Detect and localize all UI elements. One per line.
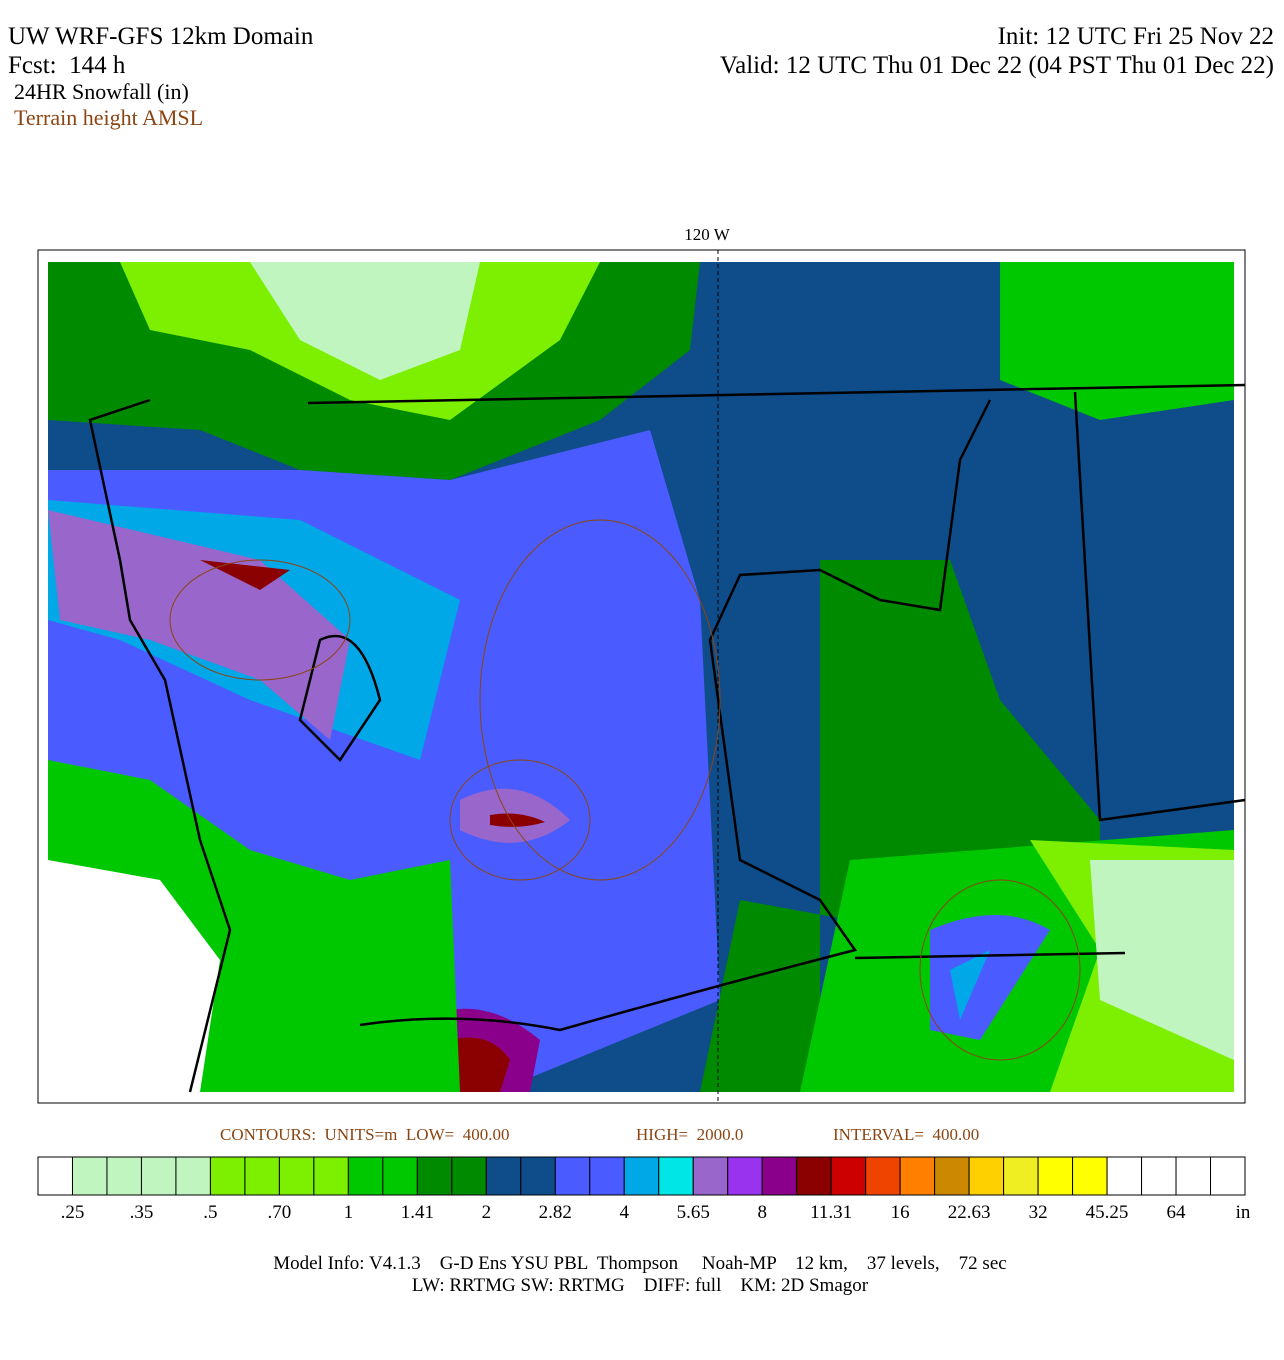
color-swatch (313, 1156, 349, 1196)
color-swatch (830, 1156, 867, 1196)
color-swatch (1003, 1156, 1039, 1196)
colorbar-label: 1.41 (401, 1202, 434, 1223)
color-swatch (382, 1156, 418, 1196)
colorbar-label: .5 (203, 1202, 217, 1223)
colorbar-label: 4 (620, 1202, 630, 1223)
color-swatch (416, 1156, 453, 1196)
colorbar-unit: in (1236, 1202, 1251, 1223)
colorbar-label: .35 (130, 1202, 154, 1223)
model-info: Model Info: V4.1.3 G-D Ens YSU PBL Thomp… (273, 1253, 1006, 1274)
map (37, 249, 1246, 1104)
color-swatch (623, 1156, 660, 1196)
color-swatch (520, 1156, 556, 1196)
color-swatch (1072, 1156, 1108, 1196)
color-swatch (658, 1156, 694, 1196)
color-swatch (1175, 1156, 1212, 1196)
color-swatch (71, 1156, 108, 1196)
color-swatch (934, 1156, 970, 1196)
contours-units: CONTOURS: UNITS=m LOW= 400.00 (220, 1125, 509, 1144)
color-swatch (37, 1156, 73, 1196)
contours-high: HIGH= 2000.0 (636, 1125, 743, 1144)
color-swatch (1141, 1156, 1177, 1196)
color-swatch (796, 1156, 832, 1196)
color-swatch (175, 1156, 211, 1196)
color-swatch (244, 1156, 280, 1196)
color-swatch (865, 1156, 901, 1196)
color-swatch (761, 1156, 798, 1196)
color-swatch (692, 1156, 729, 1196)
colorbar-label: .25 (61, 1202, 85, 1223)
colorbar-label: 11.31 (810, 1202, 852, 1223)
color-swatch (1210, 1156, 1246, 1196)
model-info: LW: RRTMG SW: RRTMG DIFF: full KM: 2D Sm… (412, 1275, 869, 1296)
colorbar-label: 5.65 (677, 1202, 710, 1223)
colorbar-label: 8 (757, 1202, 767, 1223)
field: 24HR Snowfall (in) (14, 79, 189, 104)
color-swatch (140, 1156, 177, 1196)
color-swatch (278, 1156, 315, 1196)
colorbar-label: 45.25 (1086, 1202, 1129, 1223)
colorbar-label: 64 (1167, 1202, 1187, 1223)
overlay: Terrain height AMSL (14, 105, 203, 130)
color-swatch (347, 1156, 384, 1196)
color-swatch (589, 1156, 625, 1196)
contours-interval: INTERVAL= 400.00 (833, 1125, 979, 1144)
color-swatch (451, 1156, 487, 1196)
colorbar-label: 32 (1029, 1202, 1048, 1223)
colorbar-label: 1 (344, 1202, 354, 1223)
color-swatch (485, 1156, 522, 1196)
color-swatch (209, 1156, 246, 1196)
color-swatch (1106, 1156, 1143, 1196)
forecast: Fcst: 144 h (8, 52, 126, 79)
color-swatch (968, 1156, 1005, 1196)
color-swatch (899, 1156, 936, 1196)
color-swatch (727, 1156, 763, 1196)
title: UW WRF-GFS 12km Domain (8, 23, 314, 50)
colorbar-label: 2.82 (539, 1202, 572, 1223)
meridian-label: 120 W (684, 225, 730, 244)
color-swatch (554, 1156, 591, 1196)
colorbar: .25 .35 .5 .70 1 1.41 2 2.82 4 5.65 8 11.31 16 22.63 3… (37, 1156, 1251, 1223)
colorbar-label: 2 (482, 1202, 492, 1223)
color-swatch (1037, 1156, 1074, 1196)
colorbar-label: .70 (268, 1202, 292, 1223)
init: Init: 12 UTC Fri 25 Nov 22 (998, 23, 1274, 50)
colorbar-label: 22.63 (948, 1202, 991, 1223)
colorbar-label: 16 (891, 1202, 910, 1223)
color-swatch (106, 1156, 142, 1196)
valid: Valid: 12 UTC Thu 01 Dec 22 (04 PST Thu … (720, 52, 1274, 79)
